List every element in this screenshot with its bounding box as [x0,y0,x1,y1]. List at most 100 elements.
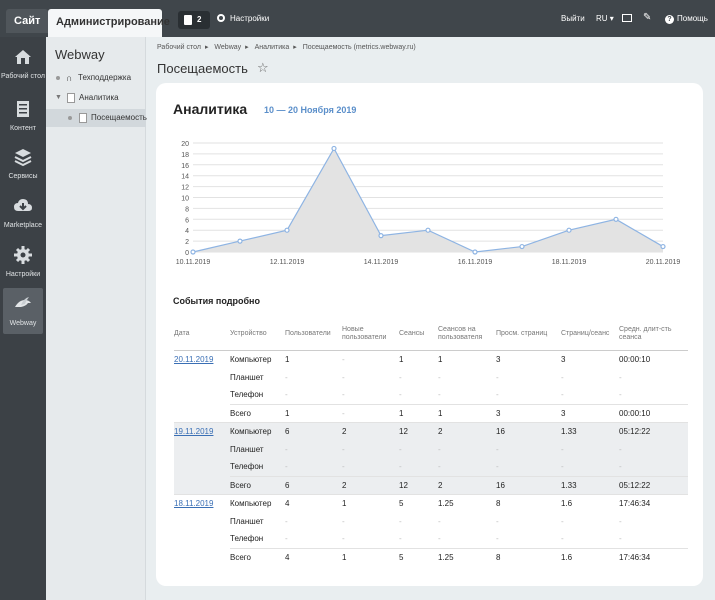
date-link[interactable]: 18.11.2019 [174,493,230,566]
y-tick-label: 2 [185,239,189,246]
value-cell: - [619,534,622,544]
tab-site[interactable]: Сайт [6,9,49,33]
document-icon [79,113,87,123]
column-header: Сеансы [399,319,438,351]
value-cell: 4 [285,547,342,566]
value-cell: - [496,458,561,476]
breadcrumb-item[interactable]: Аналитика [254,44,290,51]
table-row: Телефон - - - - - - - [174,530,688,548]
table-row: Планшет - - - - - - - [174,368,688,386]
value-cell: 2 [438,475,496,494]
value-cell: 05:12:22 [619,475,688,494]
menu-item-desktop[interactable]: Рабочий стол [0,41,46,87]
column-header: Новые пользователи [342,319,399,351]
value-cell: - [342,403,399,422]
notifications-button[interactable]: 2 [178,11,210,29]
layers-icon [14,149,32,167]
data-point [284,227,290,233]
page-title: Посещаемость [157,61,248,76]
column-header: Страниц/сеанс [561,319,619,351]
column-header: Пользователи [285,319,342,351]
pin-icon[interactable]: ✎ [643,12,652,23]
device-cell: Планшет [230,372,264,382]
value-cell: - [342,458,399,476]
menu-item-services[interactable]: Сервисы [0,141,46,187]
value-cell: - [496,440,561,458]
value-cell: 5 [399,547,438,566]
value-cell: 3 [561,349,619,368]
data-point [519,243,525,250]
data-point [472,249,478,255]
value-cell: - [438,516,441,526]
value-cell: 1 [342,547,399,566]
value-cell: - [619,458,688,476]
menu-item-label: Webway [9,320,37,327]
sidebar-item-attendance[interactable]: Посещаемость [46,109,147,127]
value-cell: 1 [285,349,342,368]
data-point [190,249,196,255]
device-cell: Компьютер [230,421,285,440]
x-tick-label: 14.11.2019 [364,259,399,266]
x-tick-label: 12.11.2019 [270,259,305,266]
date-link[interactable]: 20.11.2019 [174,349,230,422]
device-cell: Всего [230,547,285,566]
value-cell: - [438,458,496,476]
bullet-icon [68,116,72,120]
value-cell: - [496,534,499,544]
settings-link[interactable]: Настройки [217,13,269,25]
bird-icon [15,297,31,307]
tab-administration[interactable]: Администрирование [48,9,170,37]
value-cell: 00:00:10 [619,349,688,368]
sidebar-item-analytics[interactable]: ▼ Аналитика [46,89,146,107]
value-cell: 1 [342,493,399,512]
column-header: Дата [174,319,230,351]
y-tick-label: 4 [185,228,189,235]
breadcrumb-item[interactable]: Рабочий стол [157,44,201,51]
help-link[interactable]: ? Помощь [665,13,708,25]
language-value: RU [596,14,608,23]
value-cell: 1.25 [438,493,496,512]
value-cell: - [561,516,564,526]
menu-item-label: Рабочий стол [1,73,45,80]
logout-link[interactable]: Выйти [561,14,585,23]
menu-item-label: Marketplace [3,222,43,229]
main-menu: Рабочий стол Контент Сервисы Marketplace [0,37,46,600]
favorite-star-icon[interactable]: ☆ [257,60,269,75]
bullet-icon [56,76,60,80]
cloud-download-icon [14,199,32,211]
language-select[interactable]: RU ▾ [596,13,614,25]
value-cell: - [285,372,288,382]
monitor-icon[interactable] [622,14,632,22]
events-title: События подробно [173,296,260,306]
headset-icon: ∩ [66,73,73,83]
device-cell: Планшет [230,516,264,526]
sidebar-item-support[interactable]: ∩ Техподдержка [46,69,146,87]
notifications-count: 2 [197,15,202,24]
table-row: Всего 1-1 1 3 3 00:00:10 [174,403,688,422]
value-cell: 16 [496,475,561,494]
value-cell: - [619,390,622,400]
help-label: Помощь [677,14,708,23]
value-cell: 1.33 [561,421,619,440]
device-cell: Телефон [230,390,264,400]
settings-label: Настройки [230,14,270,23]
chevron-down-icon: ▾ [607,14,614,23]
date-link[interactable]: 19.11.2019 [174,421,230,494]
menu-item-marketplace[interactable]: Marketplace [0,190,46,236]
y-tick-label: 18 [181,152,189,159]
table-row: Телефон - - - - - - - [174,386,688,404]
value-cell: 1 [399,349,438,368]
data-point [425,227,431,233]
menu-item-content[interactable]: Контент [0,93,46,139]
breadcrumb-item[interactable]: Webway [214,44,242,51]
section-sidebar: Webway ∩ Техподдержка ▼ Аналитика Посеща… [46,37,147,600]
x-tick-label: 18.11.2019 [552,259,587,266]
table-row: Планшет - - - - - - - [174,512,688,530]
value-cell: - [399,390,402,400]
data-point [566,227,572,233]
menu-item-settings[interactable]: Настройки [0,239,46,285]
x-tick-label: 20.11.2019 [646,259,681,266]
y-tick-label: 20 [181,141,189,148]
menu-item-webway[interactable]: Webway [3,288,43,334]
value-cell: 1 [285,403,342,422]
